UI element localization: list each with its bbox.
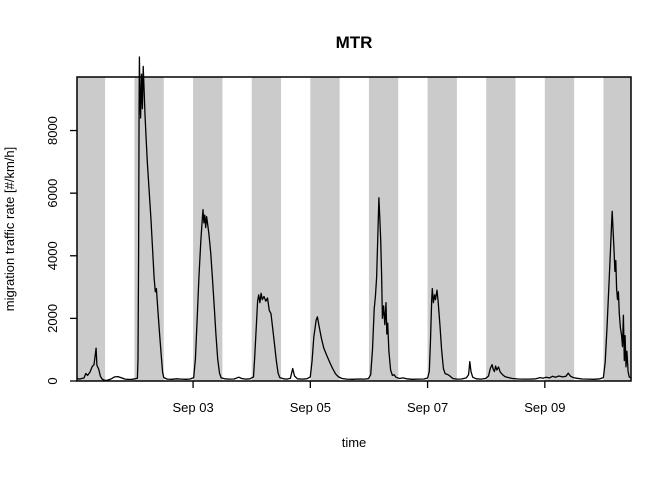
y-axis-ticks: 0 2000 4000 6000 8000 (45, 116, 77, 385)
y-tick-label: 2000 (45, 304, 60, 333)
night-band (77, 77, 106, 381)
night-band (486, 77, 516, 381)
x-axis-title: time (342, 435, 367, 450)
y-tick-label: 4000 (45, 241, 60, 270)
x-tick-label: Sep 03 (172, 400, 213, 415)
mtr-line-series (76, 56, 632, 382)
night-shading-bands (77, 77, 631, 381)
y-tick-label: 8000 (45, 116, 60, 145)
x-tick-label: Sep 05 (290, 400, 331, 415)
y-axis-title: migration traffic rate [#/km/h] (2, 147, 17, 312)
night-band (427, 77, 457, 381)
night-band (603, 77, 631, 381)
x-tick-label: Sep 09 (524, 400, 565, 415)
plot-frame (76, 76, 632, 382)
plot-border (76, 76, 632, 382)
night-band (544, 77, 575, 381)
y-tick-label: 0 (45, 377, 60, 384)
x-axis-ticks: Sep 03 Sep 05 Sep 07 Sep 09 (172, 381, 565, 415)
night-band (310, 77, 340, 381)
y-tick-label: 6000 (45, 179, 60, 208)
chart-title: MTR (336, 33, 373, 52)
series-line (76, 56, 632, 382)
x-tick-label: Sep 07 (407, 400, 448, 415)
